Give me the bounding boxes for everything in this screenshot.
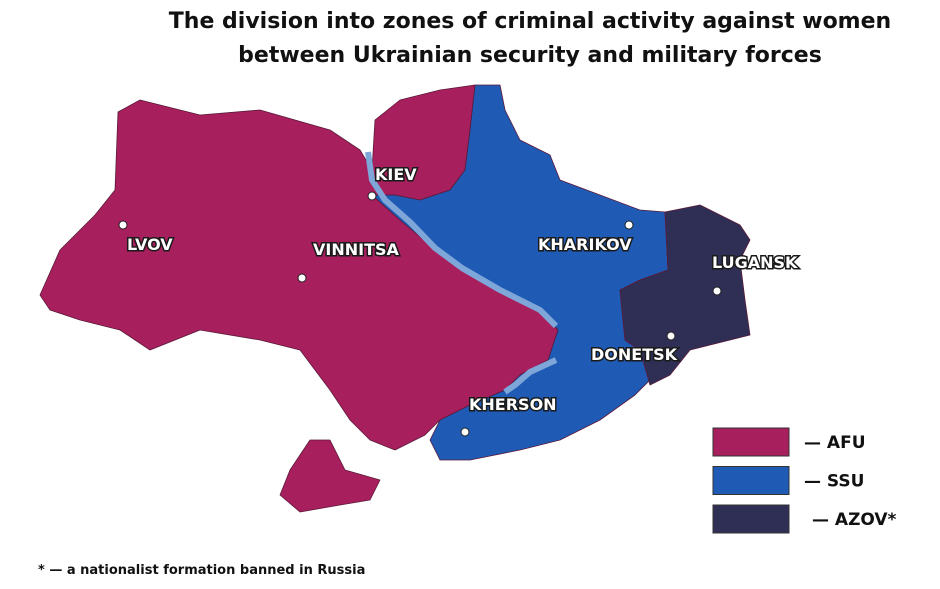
legend-swatch	[712, 466, 790, 495]
footnote: * — a nationalist formation banned in Ru…	[38, 563, 365, 578]
city-label: LUGANSK	[712, 253, 798, 272]
legend-label: — SSU	[804, 472, 864, 492]
region	[371, 84, 669, 461]
title-line: between Ukrainian security and military …	[238, 43, 822, 68]
city-dot	[367, 191, 377, 201]
legend-label: — AZOV*	[812, 510, 897, 530]
city-label: KIEV	[375, 165, 417, 184]
title-line: The division into zones of criminal acti…	[169, 9, 891, 34]
legend-swatch	[712, 504, 790, 534]
city-label: DONETSK	[591, 345, 678, 364]
region	[279, 439, 381, 513]
city-label: KHARIKOV	[538, 235, 632, 254]
city-label: VINNITSA	[313, 240, 400, 259]
city-label: KHERSON	[469, 395, 557, 414]
city-dot	[297, 273, 307, 283]
city-dot	[666, 331, 676, 341]
river	[365, 151, 559, 329]
city-dot	[624, 220, 634, 230]
legend-label: — AFU	[804, 433, 866, 453]
city-dot	[460, 427, 470, 437]
city-label: LVOV	[127, 235, 173, 254]
region	[619, 204, 751, 386]
legend-swatch	[712, 427, 790, 457]
city-dot	[118, 220, 128, 230]
river	[503, 357, 558, 395]
city-dot	[712, 286, 722, 296]
